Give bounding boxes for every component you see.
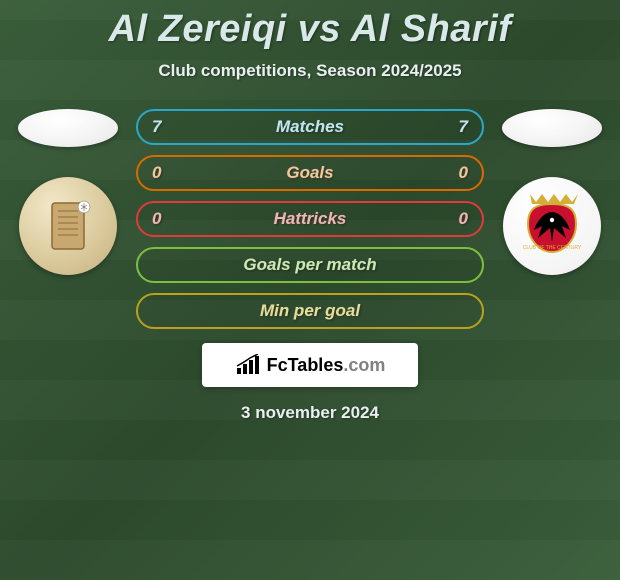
stat-label: Hattricks <box>274 209 347 229</box>
stat-value-right: 0 <box>459 209 468 229</box>
stat-label: Goals <box>286 163 333 183</box>
page-title: Al Zereiqi vs Al Sharif <box>0 8 620 51</box>
stat-label: Min per goal <box>260 301 360 321</box>
svg-text:CLUB OF THE CENTURY: CLUB OF THE CENTURY <box>523 245 582 251</box>
chart-icon <box>235 354 261 376</box>
club-crest-left-icon <box>38 191 98 261</box>
branding-suffix: .com <box>343 355 385 375</box>
left-column <box>18 109 118 275</box>
stat-label: Matches <box>276 117 344 137</box>
stats-column: 7 Matches 7 0 Goals 0 0 Hattricks 0 Goals per mat… <box>136 109 484 329</box>
stat-value-right: 0 <box>459 163 468 183</box>
stat-value-left: 0 <box>152 163 161 183</box>
stat-value-left: 7 <box>152 117 161 137</box>
stat-row: 0 Hattricks 0 <box>136 201 484 237</box>
stat-label: Goals per match <box>243 255 376 275</box>
club-crest-right-icon: CLUB OF THE CENTURY <box>516 190 588 262</box>
player-avatar-right <box>502 109 602 147</box>
stat-row: 0 Goals 0 <box>136 155 484 191</box>
club-badge-right: CLUB OF THE CENTURY <box>503 177 601 275</box>
subtitle: Club competitions, Season 2024/2025 <box>0 61 620 81</box>
club-badge-left <box>19 177 117 275</box>
stat-value-right: 7 <box>459 117 468 137</box>
stat-row: 7 Matches 7 <box>136 109 484 145</box>
stat-value-left: 0 <box>152 209 161 229</box>
date-text: 3 november 2024 <box>0 403 620 423</box>
main-row: 7 Matches 7 0 Goals 0 0 Hattricks 0 Goals per mat… <box>0 109 620 329</box>
comparison-card: Al Zereiqi vs Al Sharif Club competition… <box>0 0 620 423</box>
stat-row: Goals per match <box>136 247 484 283</box>
branding-main: FcTables <box>267 355 344 375</box>
player-avatar-left <box>18 109 118 147</box>
stat-row: Min per goal <box>136 293 484 329</box>
branding-text: FcTables.com <box>267 355 386 376</box>
right-column: CLUB OF THE CENTURY <box>502 109 602 275</box>
branding-box[interactable]: FcTables.com <box>202 343 418 387</box>
